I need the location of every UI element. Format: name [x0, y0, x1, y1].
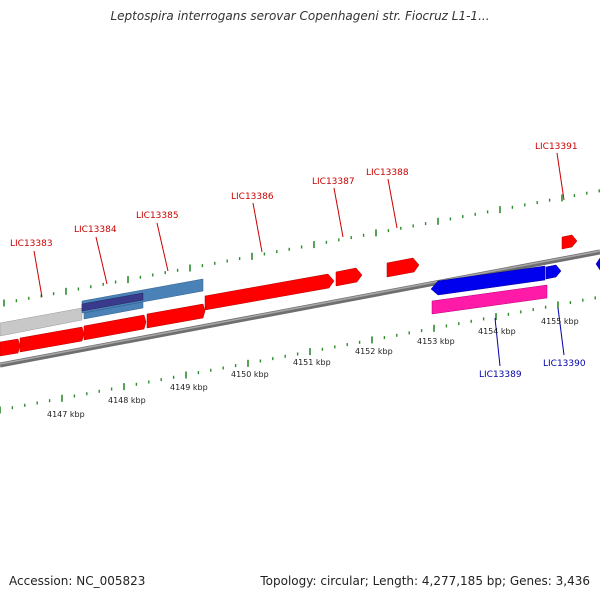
gene-label-LIC13388[interactable]: LIC13388 [366, 168, 409, 178]
leader-LIC13385 [156, 222, 169, 272]
genome-info-text: Topology: circular; Length: 4,277,185 bp… [260, 574, 590, 588]
gene-forward-1[interactable] [0, 338, 21, 357]
gene-feature-steelblue-lower[interactable] [83, 301, 144, 320]
gene-features [0, 234, 600, 357]
leader-LIC13391 [556, 152, 565, 201]
gene-forward-3[interactable] [83, 314, 147, 341]
inner-tick-row [0, 296, 596, 414]
leader-LIC13386 [252, 202, 263, 253]
kbp-label-4149: 4149 kbp [170, 383, 208, 392]
genome-backbone [0, 249, 600, 368]
genome-backbone-highlight [0, 250, 600, 365]
gene-label-LIC13387[interactable]: LIC13387 [312, 177, 355, 187]
kbp-label-4151: 4151 kbp [293, 358, 331, 367]
leader-LIC13387 [333, 187, 344, 238]
kbp-label-4150: 4150 kbp [231, 370, 269, 379]
gene-feature-pink[interactable] [431, 284, 548, 315]
kbp-label-4148: 4148 kbp [108, 396, 146, 405]
gene-feature-navy[interactable] [81, 292, 144, 312]
leader-LIC13388 [387, 178, 398, 229]
kbp-label-4152: 4152 kbp [355, 347, 393, 356]
kbp-label-4147: 4147 kbp [47, 410, 85, 419]
gene-label-LIC13386[interactable]: LIC13386 [231, 192, 274, 202]
forward-gene-labels: LIC13383 LIC13384 LIC13385 LIC13386 LIC1… [10, 142, 578, 249]
gene-label-LIC13390[interactable]: LIC13390 [543, 359, 586, 369]
kbp-label-4155: 4155 kbp [541, 317, 579, 326]
accession-text: Accession: NC_005823 [9, 574, 146, 588]
leader-LIC13383 [33, 250, 43, 298]
gene-forward-8[interactable] [561, 234, 578, 250]
gene-reverse-3[interactable] [595, 257, 600, 271]
gene-label-LIC13383[interactable]: LIC13383 [10, 239, 53, 249]
reverse-gene-labels: LIC13389 LIC13390 [479, 359, 586, 380]
label-leaders [33, 152, 565, 367]
outer-tick-row [3, 189, 600, 307]
leader-LIC13389 [494, 317, 501, 367]
gene-forward-2[interactable] [19, 326, 85, 353]
gene-forward-6[interactable] [335, 267, 363, 287]
kbp-label-4153: 4153 kbp [417, 337, 455, 346]
gene-reverse-2[interactable] [545, 264, 562, 280]
gene-reverse-1[interactable] [430, 265, 546, 296]
gene-label-LIC13391[interactable]: LIC13391 [535, 142, 578, 152]
kbp-label-4154: 4154 kbp [478, 327, 516, 336]
gene-label-LIC13389[interactable]: LIC13389 [479, 370, 522, 380]
map-title: Leptospira interrogans serovar Copenhage… [110, 9, 490, 23]
leader-LIC13390 [557, 307, 565, 356]
gene-feature-grey[interactable] [0, 307, 83, 337]
gene-forward-7[interactable] [386, 257, 420, 278]
gene-label-LIC13385[interactable]: LIC13385 [136, 211, 179, 221]
gene-forward-5[interactable] [204, 273, 335, 311]
gene-label-LIC13384[interactable]: LIC13384 [74, 225, 117, 235]
kbp-labels: 4147 kbp 4148 kbp 4149 kbp 4150 kbp 4151… [47, 317, 579, 419]
leader-LIC13384 [95, 236, 108, 285]
gene-forward-4[interactable] [146, 303, 206, 329]
